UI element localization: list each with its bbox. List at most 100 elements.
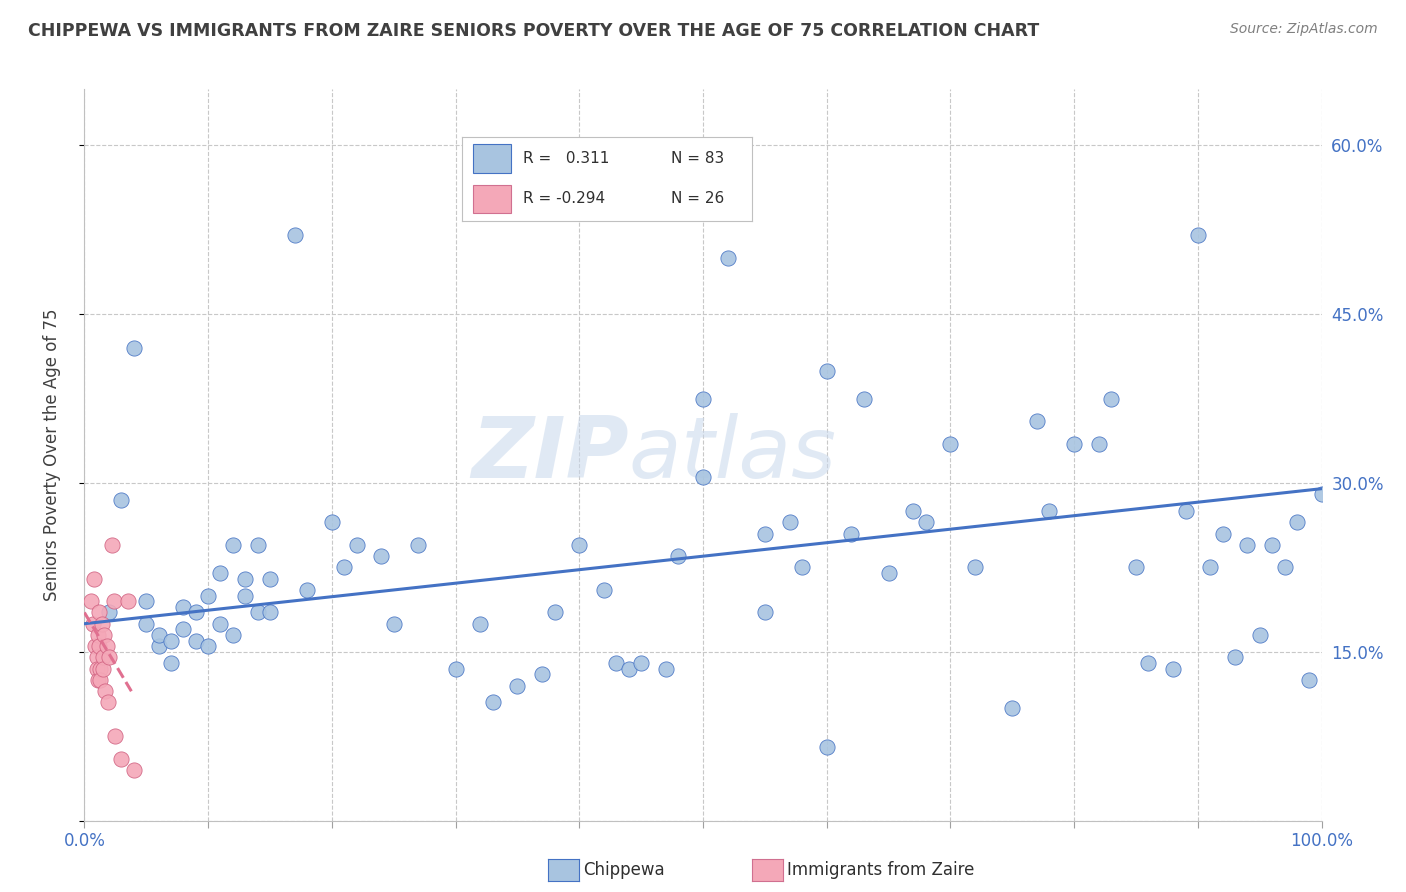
Point xyxy=(630,656,652,670)
Point xyxy=(86,650,108,665)
Point xyxy=(117,594,139,608)
Point xyxy=(877,566,900,580)
Point xyxy=(914,516,936,530)
Point xyxy=(90,616,112,631)
FancyBboxPatch shape xyxy=(474,185,512,213)
Point xyxy=(1026,414,1049,428)
Point xyxy=(506,679,529,693)
Point xyxy=(79,594,101,608)
Point xyxy=(160,633,183,648)
Point xyxy=(103,594,125,608)
Point xyxy=(222,538,245,552)
Point xyxy=(1174,504,1197,518)
Point xyxy=(197,589,219,603)
Point xyxy=(110,752,132,766)
Point xyxy=(184,606,207,620)
Point xyxy=(1236,538,1258,552)
Point xyxy=(89,639,111,653)
Point xyxy=(246,538,269,552)
Point xyxy=(408,538,430,552)
Point xyxy=(87,628,110,642)
Text: Chippewa: Chippewa xyxy=(583,861,665,879)
Point xyxy=(754,526,776,541)
Point xyxy=(692,392,714,406)
Point xyxy=(1088,436,1111,450)
Point xyxy=(82,616,104,631)
Text: Source: ZipAtlas.com: Source: ZipAtlas.com xyxy=(1230,22,1378,37)
Point xyxy=(184,633,207,648)
Point xyxy=(1274,560,1296,574)
Point xyxy=(692,470,714,484)
Point xyxy=(91,662,114,676)
Point xyxy=(903,504,925,518)
Point xyxy=(110,492,132,507)
Point xyxy=(593,582,616,597)
Point xyxy=(222,628,245,642)
Point xyxy=(86,662,108,676)
Point xyxy=(98,650,121,665)
Point xyxy=(965,560,987,574)
Point xyxy=(1038,504,1060,518)
Point xyxy=(209,566,232,580)
Text: N = 26: N = 26 xyxy=(671,192,724,206)
Point xyxy=(790,560,813,574)
Point xyxy=(346,538,368,552)
FancyBboxPatch shape xyxy=(474,145,512,173)
Point xyxy=(852,392,875,406)
Point xyxy=(148,639,170,653)
Point xyxy=(97,696,120,710)
Point xyxy=(939,436,962,450)
Point xyxy=(1310,487,1333,501)
Point xyxy=(815,363,838,377)
Point xyxy=(1298,673,1320,687)
Point xyxy=(568,538,591,552)
Point xyxy=(233,589,256,603)
Point xyxy=(89,606,111,620)
Point xyxy=(1249,628,1271,642)
Point xyxy=(135,594,157,608)
Point xyxy=(104,729,127,743)
Point xyxy=(321,516,343,530)
Point xyxy=(83,572,105,586)
Point xyxy=(370,549,392,564)
Point xyxy=(122,341,145,355)
Text: R = -0.294: R = -0.294 xyxy=(523,192,605,206)
Point xyxy=(197,639,219,653)
Point xyxy=(84,639,107,653)
Point xyxy=(1001,701,1024,715)
Point xyxy=(1212,526,1234,541)
Point xyxy=(93,628,115,642)
Point xyxy=(94,684,117,698)
Point xyxy=(841,526,863,541)
Text: N = 83: N = 83 xyxy=(671,151,724,166)
Point xyxy=(531,667,554,681)
Point xyxy=(1099,392,1122,406)
Text: R =   0.311: R = 0.311 xyxy=(523,151,609,166)
Point xyxy=(655,662,678,676)
Point xyxy=(1063,436,1085,450)
Point xyxy=(1223,650,1246,665)
Point xyxy=(135,616,157,631)
Point xyxy=(382,616,405,631)
Point xyxy=(1199,560,1222,574)
Point xyxy=(246,606,269,620)
Text: CHIPPEWA VS IMMIGRANTS FROM ZAIRE SENIORS POVERTY OVER THE AGE OF 75 CORRELATION: CHIPPEWA VS IMMIGRANTS FROM ZAIRE SENIOR… xyxy=(28,22,1039,40)
Point xyxy=(717,251,740,265)
Point xyxy=(1161,662,1184,676)
Point xyxy=(666,549,689,564)
Point xyxy=(543,606,565,620)
Point xyxy=(89,662,111,676)
Point xyxy=(122,763,145,777)
Point xyxy=(209,616,232,631)
Point xyxy=(96,639,118,653)
Point xyxy=(89,673,111,687)
Point xyxy=(98,606,121,620)
Text: Immigrants from Zaire: Immigrants from Zaire xyxy=(787,861,974,879)
Point xyxy=(1125,560,1147,574)
Text: ZIP: ZIP xyxy=(471,413,628,497)
Point xyxy=(1137,656,1160,670)
Point xyxy=(481,696,503,710)
Point xyxy=(233,572,256,586)
Point xyxy=(259,606,281,620)
Point xyxy=(1187,228,1209,243)
